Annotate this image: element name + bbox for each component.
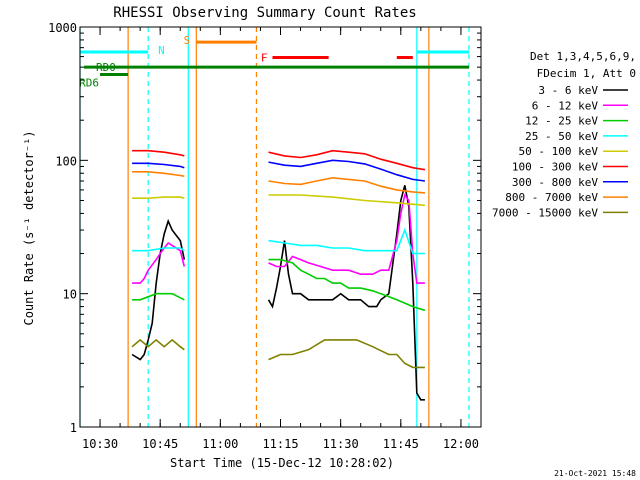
series-line-12-25-kev-0 [132, 292, 185, 301]
series-line-50-100-kev-1 [268, 194, 425, 207]
series-line-300-800-kev-0 [132, 162, 185, 169]
interval-label-2: N [158, 44, 165, 57]
series-line-800-7000-kev-0 [132, 171, 185, 177]
x-tick-label-3: 11:15 [262, 437, 298, 451]
series-line-25-50-kev-1 [268, 227, 425, 255]
legend-label-300-800-kev: 300 - 800 keV [512, 176, 598, 189]
x-tick-label-5: 11:45 [383, 437, 419, 451]
series-line-3-6-kev-0 [131, 218, 186, 361]
series-line-6-12-kev-0 [132, 241, 186, 284]
chart-title: RHESSI Observing Summary Count Rates [113, 5, 416, 21]
interval-label-4: S [184, 34, 191, 47]
legend-label-7000-15000-kev: 7000 - 15000 keV [492, 206, 598, 219]
legend-label-50-100-kev: 50 - 100 keV [519, 145, 599, 158]
series-line-800-7000-kev-1 [268, 176, 425, 194]
series-line-7000-15000-kev-1 [268, 339, 425, 369]
plot-area: RD0 RD6 N S F [79, 27, 470, 427]
y-axis-label: Count Rate (s⁻¹ detector⁻¹) [22, 130, 36, 325]
series-line-50-100-kev-0 [132, 196, 185, 199]
interval-label-5: F [261, 52, 268, 65]
legend-label-12-25-kev: 12 - 25 keV [525, 115, 598, 128]
footer-date: 21-Oct-2021 15:48 [554, 469, 636, 478]
series-line-6-12-kev-1 [268, 193, 425, 284]
legend-label-6-12-kev: 6 - 12 keV [532, 99, 599, 112]
legend-label-800-7000-kev: 800 - 7000 keV [505, 191, 598, 204]
x-tick-label-2: 11:00 [202, 437, 238, 451]
series-line-100-300-kev-1 [268, 149, 426, 171]
legend-label-25-50-kev: 25 - 50 keV [525, 130, 598, 143]
series-line-25-50-kev-0 [132, 247, 185, 252]
series-line-100-300-kev-0 [132, 149, 185, 157]
series-line-12-25-kev-1 [268, 258, 426, 312]
series-line-7000-15000-kev-0 [131, 338, 185, 351]
x-axis-label: Start Time (15-Dec-12 10:28:02) [170, 456, 394, 470]
legend-label-3-6-kev: 3 - 6 keV [538, 84, 598, 97]
interval-label-1: RD6 [79, 77, 99, 90]
legend-label-100-300-kev: 100 - 300 keV [512, 161, 598, 174]
legend-header-line-1: Det 1,3,4,5,6,9, [530, 50, 636, 63]
interval-label-0: RD0 [96, 61, 116, 74]
y-tick-label-0: 1 [70, 421, 77, 435]
y-tick-label-2: 100 [55, 154, 77, 168]
x-tick-label-6: 12:00 [443, 437, 479, 451]
legend: 3 - 6 keV 6 - 12 keV 12 - 25 keV 25 - 50 ke… [492, 84, 628, 219]
legend-header-line-2: FDecim 1, Att 0 [537, 67, 636, 80]
series-line-300-800-kev-1 [268, 159, 426, 182]
x-tick-label-0: 10:30 [82, 437, 118, 451]
x-tick-label-1: 10:45 [142, 437, 178, 451]
y-tick-label-3: 1000 [48, 21, 77, 35]
y-tick-label-1: 10 [63, 288, 77, 302]
x-tick-label-4: 11:30 [323, 437, 359, 451]
